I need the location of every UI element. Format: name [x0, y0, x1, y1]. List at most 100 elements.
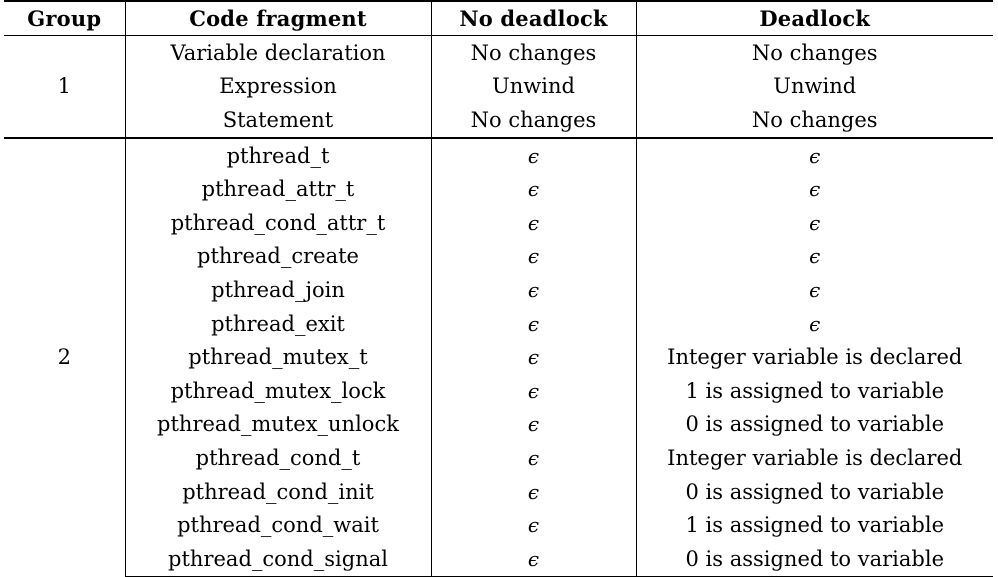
no-deadlock-cell-text: ϵ [527, 345, 540, 370]
table-row: pthread_join ϵ ϵ [4, 273, 993, 307]
deadlock-cell: ϵ [636, 206, 993, 240]
no-deadlock-cell-text: ϵ [527, 445, 540, 470]
code-fragment-cell-text: pthread_attr_t [201, 177, 355, 202]
code-fragment-cell-text: pthread_cond_init [182, 479, 374, 504]
deadlock-cell: ϵ [636, 273, 993, 307]
deadlock-cell-text: ϵ [809, 210, 821, 235]
deadlock-cell-text: Integer variable is declared [667, 345, 963, 370]
code-fragment-cell: pthread_mutex_lock [125, 373, 432, 408]
code-fragment-cell: pthread_cond_init [125, 474, 432, 509]
no-deadlock-cell-text: ϵ [527, 311, 540, 336]
no-deadlock-cell-text: ϵ [527, 210, 540, 235]
table-row: pthread_attr_t ϵ ϵ [4, 172, 993, 206]
deadlock-cell: 0 is assigned to variable [636, 475, 993, 509]
code-fragment-cell-text: pthread_mutex_unlock [157, 412, 399, 437]
deadlock-cell-text: 1 is assigned to variable [685, 513, 944, 538]
table-row: pthread_mutex_t ϵ Integer variable is decl… [4, 340, 993, 374]
no-deadlock-cell-text: ϵ [527, 244, 540, 269]
code-fragment-cell-text: pthread_cond_attr_t [170, 210, 386, 235]
no-deadlock-cell: No changes [431, 103, 637, 138]
code-fragment-cell-text: pthread_join [211, 277, 345, 302]
deadlock-cell-text: Integer variable is declared [667, 445, 963, 470]
table-row: pthread_mutex_lock ϵ 1 is assigned to vari… [4, 373, 993, 408]
code-fragment-cell-text: pthread_cond_wait [177, 513, 379, 538]
no-deadlock-cell: ϵ [431, 407, 637, 442]
deadlock-cell: Integer variable is declared [636, 340, 993, 374]
deadlock-cell: 0 is assigned to variable [636, 541, 993, 577]
deadlock-cell: Unwind [636, 70, 993, 104]
code-fragment-cell: pthread_create [125, 239, 432, 274]
no-deadlock-cell: ϵ [431, 172, 637, 206]
header-group: Group [4, 0, 126, 36]
table-row: pthread_create ϵ ϵ [4, 239, 993, 274]
no-deadlock-cell-text: ϵ [527, 378, 540, 403]
deadlock-cell-text: 1 is assigned to variable [685, 378, 944, 403]
no-deadlock-cell: ϵ [431, 306, 637, 341]
code-fragment-cell-text: pthread_mutex_t [188, 345, 368, 370]
no-deadlock-cell: ϵ [431, 373, 637, 408]
no-deadlock-cell-text: ϵ [527, 143, 540, 168]
code-fragment-cell-text: Variable declaration [170, 40, 386, 65]
code-fragment-cell-text: pthread_cond_t [195, 445, 361, 470]
no-deadlock-cell: No changes [431, 35, 637, 70]
code-fragment-cell: Statement [125, 103, 432, 138]
header-no-deadlock: No deadlock [431, 0, 637, 36]
no-deadlock-cell-text: ϵ [527, 546, 540, 571]
no-deadlock-cell-text: ϵ [527, 412, 540, 437]
deadlock-cell-text: No changes [751, 40, 878, 65]
code-fragment-cell-text: Statement [222, 107, 334, 132]
no-deadlock-cell: ϵ [431, 239, 637, 274]
deadlock-cell: 0 is assigned to variable [636, 408, 993, 442]
code-fragment-cell-text: Expression [219, 74, 337, 99]
no-deadlock-cell: ϵ [431, 273, 637, 307]
deadlock-cell-text: 0 is assigned to variable [685, 412, 944, 437]
code-fragment-cell: pthread_mutex_unlock [125, 407, 432, 442]
code-fragment-cell: Expression [125, 69, 432, 104]
no-deadlock-cell: ϵ [431, 541, 637, 577]
deadlock-cell: ϵ [636, 172, 993, 206]
code-fragment-cell: pthread_t [125, 136, 432, 173]
no-deadlock-cell: ϵ [431, 441, 637, 475]
group-cell: 1 [4, 35, 126, 138]
table-row: Statement No changes No changes [4, 103, 993, 138]
table-row: pthread_cond_attr_t ϵ ϵ [4, 205, 993, 240]
deadlock-cell-text: ϵ [809, 143, 821, 168]
no-deadlock-cell: Unwind [431, 69, 637, 104]
deadlock-cell-text: ϵ [809, 311, 821, 336]
no-deadlock-cell-text: ϵ [527, 513, 540, 538]
deadlock-cell-text: ϵ [809, 277, 821, 302]
deadlock-cell-text: No changes [751, 107, 878, 132]
no-deadlock-cell-text: ϵ [527, 277, 540, 302]
code-fragment-cell-text: pthread_mutex_lock [170, 378, 386, 403]
deadlock-cell-text: ϵ [809, 244, 821, 269]
deadlock-cell: 1 is assigned to variable [636, 374, 993, 408]
table-row: pthread_mutex_unlock ϵ 0 is assigned to va… [4, 407, 993, 442]
code-fragment-cell-text: pthread_t [226, 143, 330, 168]
table-row: pthread_exit ϵ ϵ [4, 306, 993, 341]
deadlock-cell-text: 0 is assigned to variable [685, 479, 944, 504]
deadlock-cell: ϵ [636, 136, 993, 173]
deadlock-cell: Integer variable is declared [636, 441, 993, 475]
no-deadlock-cell: ϵ [431, 474, 637, 509]
code-fragment-cell: pthread_cond_signal [125, 541, 432, 577]
code-fragment-cell-text: pthread_exit [211, 311, 345, 336]
code-fragment-cell: pthread_cond_wait [125, 508, 432, 542]
deadlock-cell-text: Unwind [773, 74, 857, 99]
deadlock-cell: ϵ [636, 307, 993, 341]
code-fragment-cell: pthread_mutex_t [125, 340, 432, 374]
deadlock-cell: ϵ [636, 240, 993, 274]
no-deadlock-cell-text: ϵ [527, 177, 540, 202]
no-deadlock-cell: ϵ [431, 136, 637, 173]
code-fragment-cell: Variable declaration [125, 35, 432, 70]
no-deadlock-cell: ϵ [431, 205, 637, 240]
no-deadlock-cell: ϵ [431, 340, 637, 374]
code-fragment-cell-text: pthread_create [197, 244, 359, 269]
table-row: Expression Unwind Unwind [4, 69, 993, 104]
deadlock-cell-text: ϵ [809, 177, 821, 202]
no-deadlock-cell-text: No changes [470, 40, 597, 65]
header-deadlock: Deadlock [636, 0, 993, 36]
no-deadlock-cell-text: No changes [470, 107, 597, 132]
table-row: 1 Variable declaration No changes No change… [4, 35, 993, 138]
code-fragment-cell-text: pthread_cond_signal [168, 546, 388, 571]
group-cell: 2 [4, 136, 126, 576]
